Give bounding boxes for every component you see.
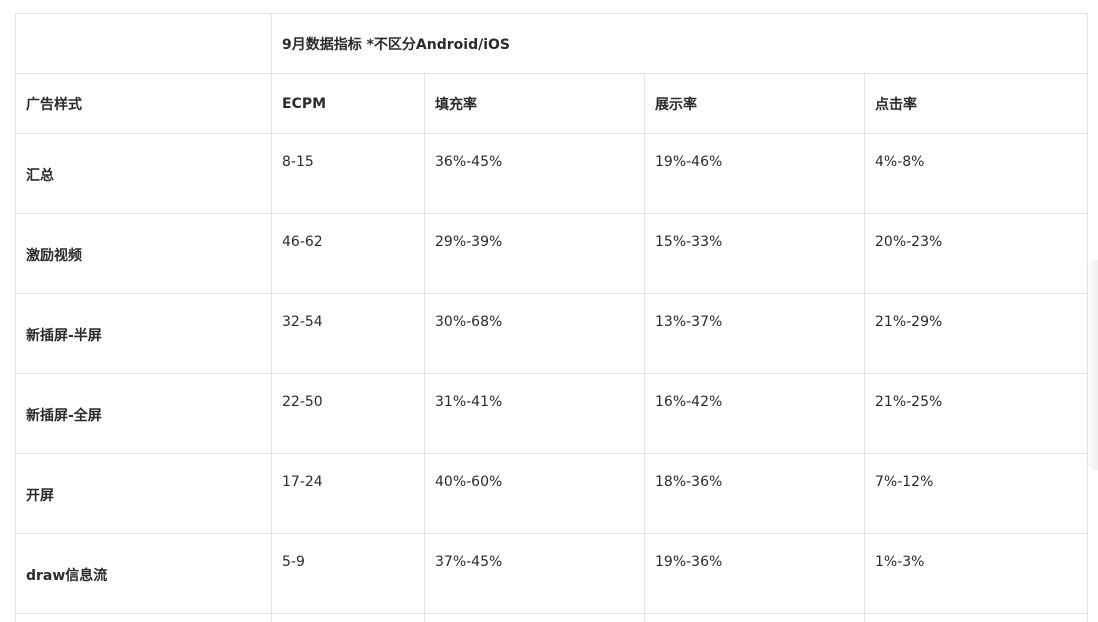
table-row: 激励视频 46-62 29%-39% 15%-33% 20%-23% — [15, 213, 1088, 294]
cell-ecpm: 46-62 — [271, 213, 425, 294]
cell-show-rate: 19%-46% — [644, 133, 865, 214]
cell-ecpm: 8-15 — [271, 133, 425, 214]
cell-click-rate: 20%-23% — [864, 213, 1088, 294]
cell-fill-rate: 45%-50% — [424, 613, 645, 622]
cell-ad-style: 开屏 — [15, 453, 272, 534]
header-fill-rate: 填充率 — [424, 73, 645, 134]
table-row: 开屏 17-24 40%-60% 18%-36% 7%-12% — [15, 453, 1088, 534]
ad-metrics-table: 9月数据指标 *不区分Android/iOS 广告样式 ECPM 填充率 展示率… — [15, 13, 1088, 622]
cell-fill-rate: 31%-41% — [424, 373, 645, 454]
header-click-rate: 点击率 — [864, 73, 1088, 134]
cell-ecpm: 17-24 — [271, 453, 425, 534]
table-row: 汇总 8-15 36%-45% 19%-46% 4%-8% — [15, 133, 1088, 214]
cell-fill-rate: 36%-45% — [424, 133, 645, 214]
cell-show-rate: 18%-36% — [644, 453, 865, 534]
cell-ad-style: 激励视频 — [15, 213, 272, 294]
cell-click-rate: 3%-7% — [864, 613, 1088, 622]
header-show-rate: 展示率 — [644, 73, 865, 134]
cell-show-rate: 15%-33% — [644, 213, 865, 294]
cell-click-rate: 7%-12% — [864, 453, 1088, 534]
cell-show-rate: 13%-37% — [644, 293, 865, 374]
cell-show-rate: 16%-42% — [644, 373, 865, 454]
cell-ad-style: 新插屏-半屏 — [15, 293, 272, 374]
table-header-row: 广告样式 ECPM 填充率 展示率 点击率 — [15, 73, 1088, 134]
cell-show-rate: 19%-36% — [644, 533, 865, 614]
cell-ad-style: draw信息流 — [15, 533, 272, 614]
cell-ad-style: 汇总 — [15, 133, 272, 214]
cell-show-rate: 19%-42% — [644, 613, 865, 622]
cell-ecpm: 22-50 — [271, 373, 425, 454]
cell-ecpm: 5-9 — [271, 533, 425, 614]
cell-fill-rate: 40%-60% — [424, 453, 645, 534]
table-row: 新插屏-全屏 22-50 31%-41% 16%-42% 21%-25% — [15, 373, 1088, 454]
cell-ecpm: 32-54 — [271, 293, 425, 374]
table-row: draw信息流 5-9 37%-45% 19%-36% 1%-3% — [15, 533, 1088, 614]
table-title: 9月数据指标 *不区分Android/iOS — [271, 13, 1088, 74]
cell-click-rate: 21%-29% — [864, 293, 1088, 374]
cell-ad-style: 信息流 — [15, 613, 272, 622]
table-row: 信息流3-645%-50%19%-42%3%-7% — [15, 613, 1088, 622]
cell-ecpm: 3-6 — [271, 613, 425, 622]
cell-click-rate: 21%-25% — [864, 373, 1088, 454]
table-title-row: 9月数据指标 *不区分Android/iOS — [15, 13, 1088, 74]
table-corner-cell — [15, 13, 272, 74]
cell-click-rate: 1%-3% — [864, 533, 1088, 614]
cell-fill-rate: 29%-39% — [424, 213, 645, 294]
side-panel-shadow — [1084, 260, 1098, 470]
cell-fill-rate: 30%-68% — [424, 293, 645, 374]
cell-ad-style: 新插屏-全屏 — [15, 373, 272, 454]
header-ecpm: ECPM — [271, 73, 425, 134]
cell-click-rate: 4%-8% — [864, 133, 1088, 214]
cell-fill-rate: 37%-45% — [424, 533, 645, 614]
table-row: 新插屏-半屏 32-54 30%-68% 13%-37% 21%-29% — [15, 293, 1088, 374]
header-ad-style: 广告样式 — [15, 73, 272, 134]
